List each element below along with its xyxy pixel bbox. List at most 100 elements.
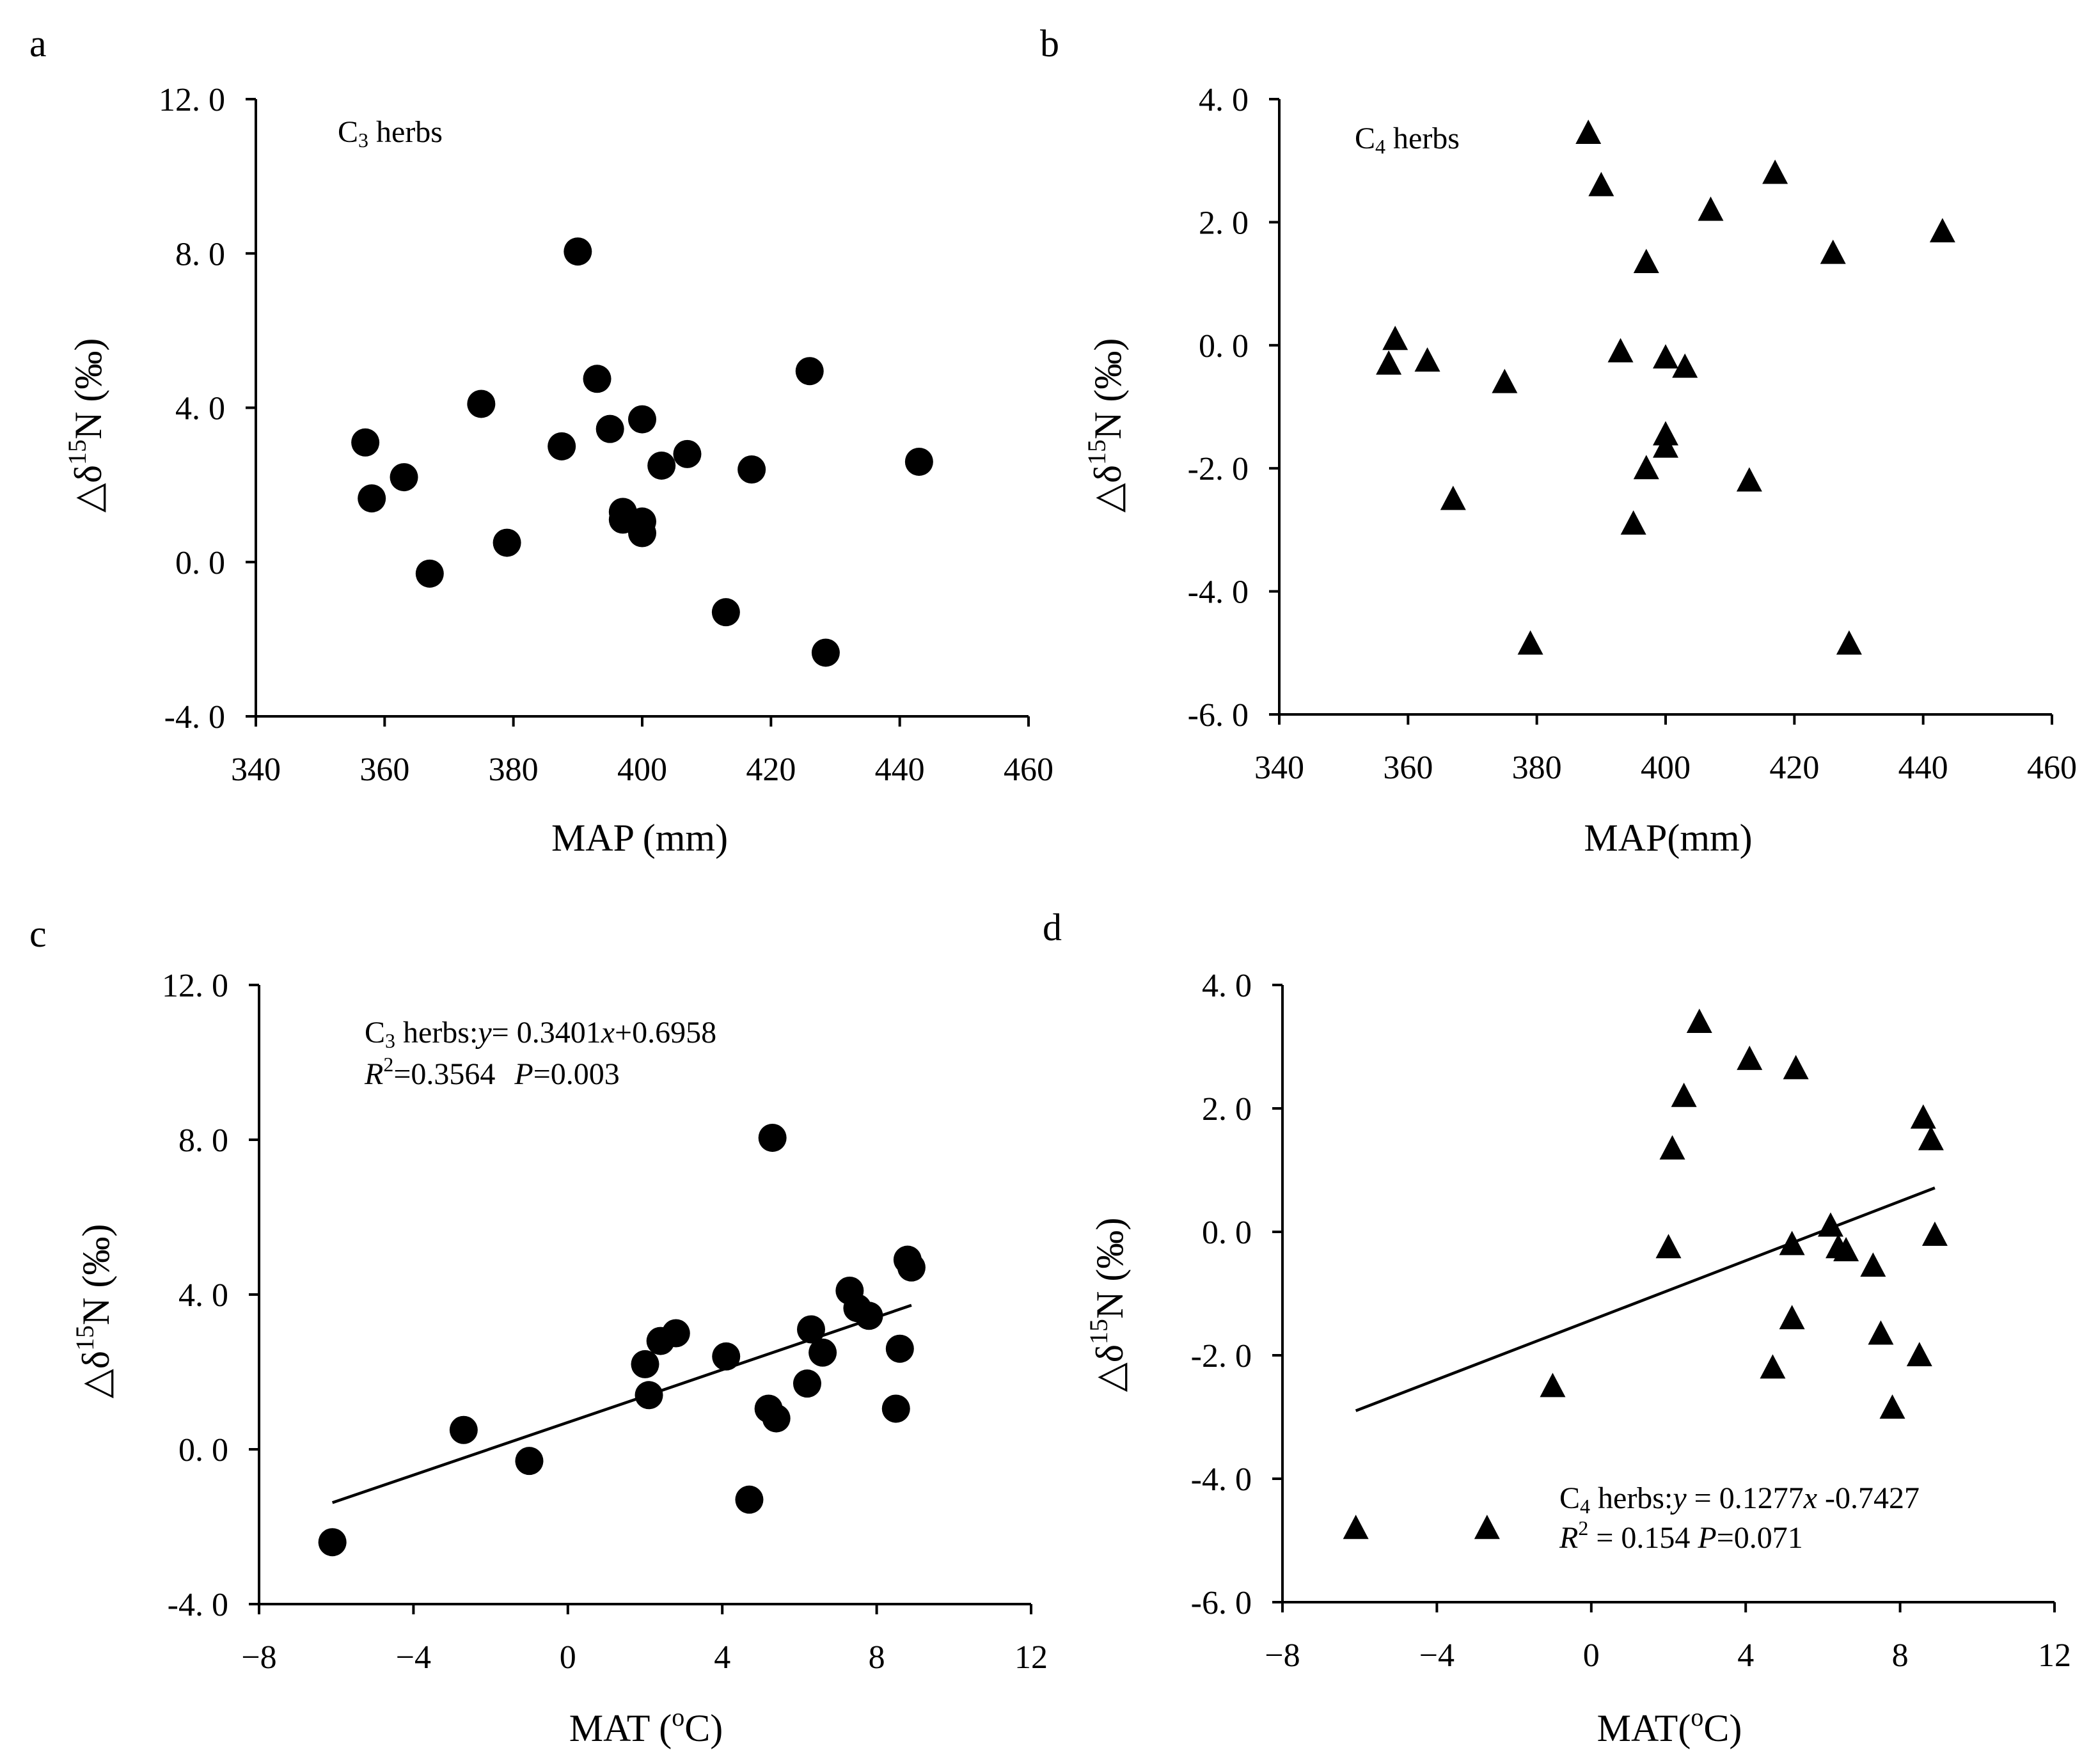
data-point — [673, 439, 702, 468]
data-point — [712, 1342, 741, 1371]
regression-stats: R2 = 0.154 P=0.071 — [1559, 1516, 1803, 1555]
data-point — [855, 1302, 883, 1330]
data-point — [1588, 171, 1614, 196]
y-tick-label: 0. 0 — [178, 1432, 228, 1469]
y-tick-label: 8. 0 — [175, 236, 225, 272]
regression-line — [331, 1303, 912, 1504]
x-tick-label: 340 — [231, 752, 281, 788]
data-point — [885, 1334, 914, 1363]
panel-letter: a — [29, 22, 47, 65]
y-tick-label: 4. 0 — [1202, 968, 1252, 1004]
data-point — [1910, 1104, 1936, 1129]
data-point — [1343, 1515, 1369, 1540]
x-axis-title: MAP (mm) — [551, 817, 728, 859]
y-tick-label: 12. 0 — [159, 82, 225, 118]
y-tick-label: -4. 0 — [164, 699, 225, 736]
data-point — [758, 1123, 787, 1152]
y-axis-title: △δ15N (‰) — [1082, 338, 1129, 513]
x-tick-label: 8 — [869, 1639, 885, 1676]
data-point — [1376, 350, 1402, 375]
data-point — [1760, 1354, 1786, 1379]
y-tick-label: 0. 0 — [175, 545, 225, 581]
data-point — [1633, 455, 1659, 480]
data-point — [1906, 1342, 1932, 1367]
y-tick-label: -4. 0 — [1188, 574, 1249, 611]
x-tick-label: 4 — [1737, 1637, 1754, 1674]
x-tick-label: 4 — [714, 1639, 730, 1676]
data-point — [1517, 630, 1543, 655]
panel-c: c C3 herbs:y= 0.3401x+0.6958 R2=0.3564 P=… — [29, 913, 1048, 1749]
panel-letter: b — [1040, 22, 1059, 65]
data-point — [1575, 120, 1602, 145]
x-tick-label: 460 — [1004, 752, 1053, 788]
y-tick-label: 0. 0 — [1199, 328, 1249, 365]
x-tick-label: −8 — [1265, 1637, 1300, 1674]
data-point — [1672, 353, 1698, 378]
x-tick-label: 460 — [2027, 750, 2077, 786]
x-tick-label: −8 — [241, 1639, 276, 1676]
data-point — [1540, 1373, 1566, 1398]
x-tick-label: 12 — [2038, 1637, 2071, 1674]
data-point — [1655, 1234, 1682, 1259]
data-point — [1929, 217, 1955, 242]
panel-letter: c — [29, 913, 47, 955]
x-tick-label: 0 — [1583, 1637, 1600, 1674]
data-point — [318, 1528, 347, 1557]
data-point — [467, 390, 496, 418]
data-point — [711, 598, 740, 627]
y-tick-label: 12. 0 — [162, 968, 228, 1004]
data-point — [1653, 421, 1678, 446]
data-point — [1779, 1231, 1805, 1256]
y-tick-label: 2. 0 — [1199, 205, 1249, 241]
data-point — [797, 1315, 826, 1344]
data-point — [1607, 338, 1634, 363]
species-annotation: C4 herbs — [1355, 122, 1460, 158]
y-tick-label: -6. 0 — [1188, 697, 1249, 734]
data-point — [351, 428, 380, 457]
data-point — [631, 1350, 659, 1378]
data-point — [1817, 1212, 1843, 1237]
x-tick-label: 380 — [1512, 750, 1562, 786]
data-point — [1633, 249, 1659, 274]
data-point — [564, 237, 592, 266]
data-point — [635, 1381, 663, 1410]
data-point — [904, 447, 933, 476]
data-point — [1921, 1221, 1948, 1246]
data-point — [493, 528, 521, 557]
x-tick-label: 360 — [359, 752, 409, 788]
data-point — [1653, 344, 1678, 369]
y-axis-title: △δ15N (‰) — [1084, 1218, 1131, 1392]
y-tick-label: -2. 0 — [1191, 1338, 1252, 1374]
data-point — [897, 1253, 926, 1282]
data-point — [647, 451, 676, 480]
data-point — [1918, 1126, 1944, 1151]
data-point — [1659, 1135, 1685, 1160]
data-point — [1820, 239, 1846, 264]
data-point — [1620, 510, 1646, 535]
data-point — [358, 484, 386, 513]
y-tick-label: 4. 0 — [175, 391, 225, 427]
x-axis-title: MAP(mm) — [1584, 817, 1752, 859]
x-tick-label: 420 — [1769, 750, 1819, 786]
data-point — [1737, 1045, 1763, 1070]
data-point — [1879, 1394, 1905, 1419]
data-point — [735, 1485, 764, 1514]
data-point — [1474, 1515, 1500, 1540]
panel-a: a C3 herbs MAP (mm) △δ15N (‰) -4. 0 0. 0 4… — [29, 22, 1053, 859]
y-axis-title: △δ15N (‰) — [70, 1224, 117, 1399]
data-point — [1860, 1252, 1886, 1277]
data-point — [1414, 347, 1440, 372]
y-tick-label: 4. 0 — [178, 1277, 228, 1314]
x-tick-label: 360 — [1383, 750, 1433, 786]
x-tick-label: 340 — [1254, 750, 1304, 786]
data-point — [808, 1338, 837, 1367]
x-tick-label: 400 — [1641, 750, 1691, 786]
species-annotation: C3 herbs — [338, 115, 443, 152]
data-point — [737, 455, 766, 484]
panel-letter: d — [1043, 906, 1062, 949]
data-point — [1698, 196, 1724, 221]
y-tick-label: -4. 0 — [1191, 1461, 1252, 1498]
y-tick-label: 4. 0 — [1199, 82, 1249, 118]
data-point — [881, 1394, 910, 1423]
